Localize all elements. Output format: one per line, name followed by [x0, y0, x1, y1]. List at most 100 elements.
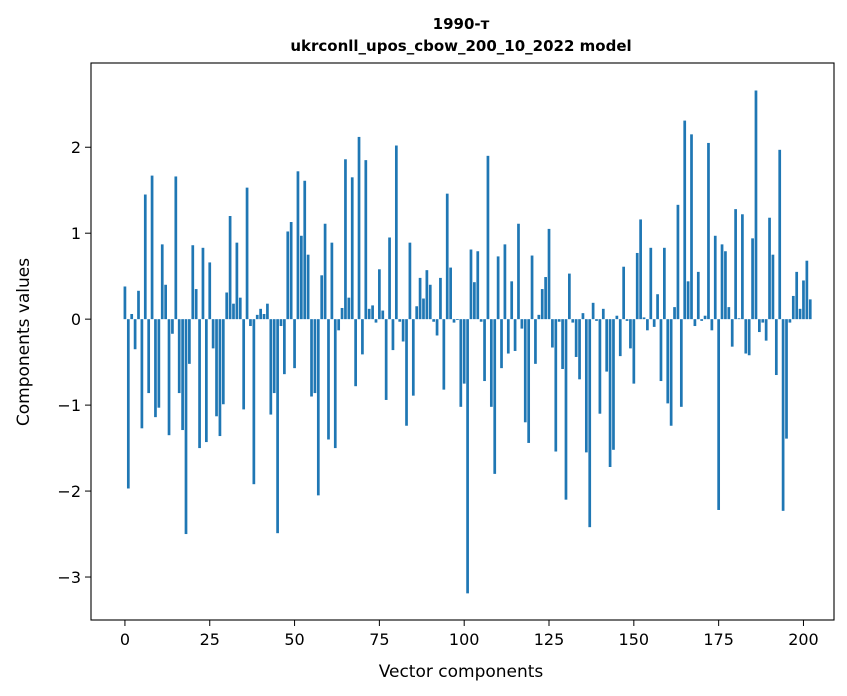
bar-192 [774, 319, 778, 376]
y-tick-label: 2 [71, 138, 81, 157]
bar-6 [143, 194, 147, 320]
bar-140 [598, 319, 602, 414]
bar-96 [449, 267, 452, 320]
bar-54 [306, 254, 310, 320]
bar-11 [160, 244, 164, 320]
bar-25 [208, 262, 212, 320]
bar-63 [337, 319, 341, 331]
bar-4 [137, 290, 140, 320]
bar-136 [584, 319, 588, 453]
bar-102 [469, 249, 473, 320]
bar-122 [537, 314, 541, 320]
bar-17 [181, 319, 184, 431]
bar-89 [425, 270, 429, 320]
x-tick-label: 150 [619, 630, 650, 649]
bar-155 [649, 247, 653, 320]
chart-title-line2: ukrconll_upos_cbow_200_10_2022 model [290, 37, 631, 55]
bar-30 [225, 292, 229, 320]
bar-185 [751, 238, 754, 320]
bar-18 [184, 319, 188, 535]
bar-97 [452, 319, 456, 323]
bar-162 [673, 307, 676, 320]
bar-71 [364, 160, 368, 320]
bar-55 [310, 319, 313, 397]
chart-title-line1: 1990-т [433, 15, 490, 33]
bar-202 [808, 299, 812, 320]
y-axis-ticks: −3 −2 −1 0 1 2 [57, 138, 91, 587]
bar-98 [456, 319, 459, 321]
bar-152 [639, 219, 642, 320]
bar-34 [238, 297, 242, 320]
bar-1 [126, 319, 130, 489]
bar-184 [747, 319, 751, 356]
bar-108 [489, 319, 493, 407]
bar-177 [724, 251, 727, 320]
bar-158 [659, 319, 663, 382]
bar-150 [632, 319, 636, 384]
bar-66 [347, 297, 351, 320]
bar-64 [340, 307, 344, 320]
bar-123 [540, 289, 544, 320]
bar-107 [486, 155, 490, 320]
bar-139 [595, 319, 598, 321]
bar-28 [218, 319, 222, 437]
bar-57 [316, 319, 320, 496]
bar-73 [371, 305, 374, 320]
bar-178 [727, 307, 731, 320]
bar-56 [313, 319, 317, 394]
bar-180 [734, 209, 737, 320]
bar-115 [513, 319, 517, 351]
bar-38 [252, 319, 256, 485]
bar-62 [333, 319, 337, 449]
bar-20 [191, 245, 195, 320]
bar-110 [496, 256, 500, 320]
bar-52 [299, 235, 303, 320]
bar-42 [266, 303, 269, 320]
x-axis-label: Vector components [379, 662, 544, 682]
y-tick-label: 0 [71, 310, 81, 329]
bar-105 [479, 319, 483, 322]
bar-78 [388, 237, 391, 320]
bar-189 [764, 319, 768, 341]
bar-50 [293, 319, 296, 369]
x-tick-label: 125 [534, 630, 565, 649]
bar-93 [439, 277, 442, 320]
bar-154 [646, 319, 649, 331]
bar-106 [483, 319, 486, 382]
bar-83 [405, 319, 408, 426]
bar-8 [150, 175, 154, 320]
y-tick-label: −2 [57, 482, 81, 501]
bar-2 [130, 313, 134, 320]
bar-68 [354, 319, 357, 387]
bar-15 [174, 176, 178, 320]
bar-166 [686, 281, 690, 320]
y-tick-label: 1 [71, 224, 81, 243]
bar-79 [391, 319, 395, 351]
bar-70 [361, 319, 364, 355]
bar-51 [296, 171, 300, 320]
bars-group [123, 90, 812, 594]
bar-153 [642, 317, 646, 320]
plot-frame [90, 62, 835, 621]
bar-92 [435, 319, 439, 336]
bar-175 [717, 319, 721, 510]
bar-133 [574, 319, 578, 357]
bar-35 [242, 319, 246, 410]
bar-40 [259, 308, 262, 320]
bar-113 [506, 319, 510, 354]
bar-43 [269, 319, 273, 415]
bar-41 [262, 313, 266, 320]
bar-125 [547, 228, 551, 320]
bar-143 [608, 319, 612, 467]
bar-65 [344, 159, 347, 320]
bar-164 [679, 319, 683, 407]
bar-82 [401, 319, 405, 342]
bar-195 [785, 319, 788, 439]
bar-58 [320, 275, 324, 320]
bar-201 [805, 260, 809, 320]
bar-182 [741, 214, 744, 320]
bar-0 [123, 286, 127, 320]
bar-100 [462, 319, 466, 384]
bar-163 [676, 204, 680, 320]
bar-142 [605, 319, 609, 372]
